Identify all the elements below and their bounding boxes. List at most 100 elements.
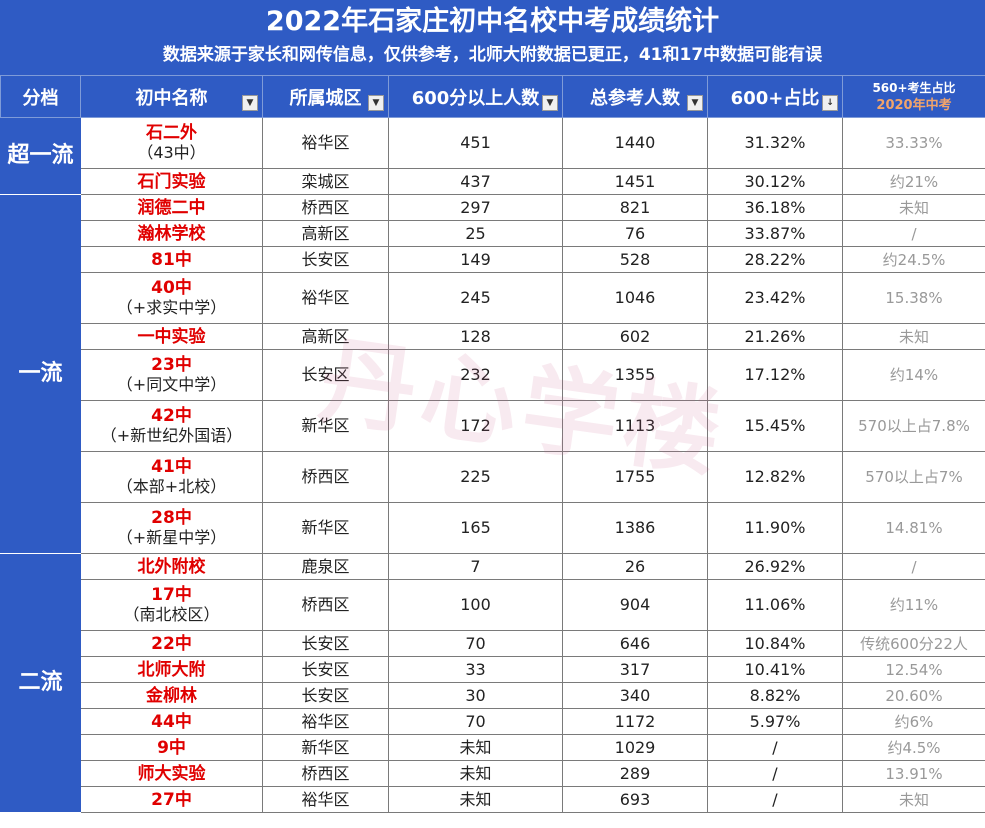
school-name-cell: 一中实验 xyxy=(80,323,263,350)
district-cell: 新华区 xyxy=(262,734,389,761)
table-row: 超一流 石二外 （43中） 裕华区 451 1440 31.32% 33.33% xyxy=(0,117,985,195)
prev-ratio-cell: 未知 xyxy=(842,323,985,350)
ratio-cell: 10.84% xyxy=(707,630,843,657)
ratio-cell: 23.42% xyxy=(707,272,843,324)
school-name: 23中 xyxy=(151,355,192,375)
filter-dropdown-icon[interactable]: ▼ xyxy=(368,95,384,111)
district-cell: 桥西区 xyxy=(262,451,389,503)
prev-ratio-cell: 12.54% xyxy=(842,656,985,683)
school-note: （+同文中学） xyxy=(116,375,227,394)
school-name-cell: 42中 （+新世纪外国语） xyxy=(80,400,263,452)
school-name-cell: 81中 xyxy=(80,246,263,273)
table-row: 41中 （本部+北校） 桥西区 225 1755 12.82% 570以上占7% xyxy=(1,451,985,503)
school-name: 81中 xyxy=(151,249,192,270)
over600-cell: 25 xyxy=(388,220,563,247)
prev-ratio-cell: 20.60% xyxy=(842,682,985,709)
prev-ratio-cell: 未知 xyxy=(842,786,985,813)
sort-desc-icon[interactable]: ↓ xyxy=(822,95,838,111)
school-name-cell: 北师大附 xyxy=(80,656,263,683)
over600-cell: 33 xyxy=(388,656,563,683)
filter-dropdown-icon[interactable]: ▼ xyxy=(242,95,258,111)
school-name-cell: 金柳林 xyxy=(80,682,263,709)
table-body: 超一流 石二外 （43中） 裕华区 451 1440 31.32% 33.33% 石门实验 栾城区… xyxy=(0,117,985,813)
school-name-cell: 润德二中 xyxy=(80,194,263,221)
col-header-prev: 560+考生占比 2020年中考 xyxy=(842,75,985,118)
total-cell: 693 xyxy=(562,786,708,813)
school-name: 27中 xyxy=(151,789,192,810)
over600-cell: 232 xyxy=(388,349,563,401)
school-name-cell: 40中 （+求实中学） xyxy=(80,272,263,324)
school-note: （+求实中学） xyxy=(116,298,227,317)
district-cell: 长安区 xyxy=(262,656,389,683)
district-cell: 裕华区 xyxy=(262,117,389,169)
col-header-total: 总参考人数 ▼ xyxy=(562,75,708,118)
ratio-cell: 33.87% xyxy=(707,220,843,247)
tier-label: 二流 xyxy=(0,553,81,813)
ratio-cell: 26.92% xyxy=(707,553,843,580)
school-name-cell: 师大实验 xyxy=(80,760,263,787)
school-name: 22中 xyxy=(151,633,192,654)
school-name-cell: 石二外 （43中） xyxy=(80,117,263,169)
table-row: 北师大附 长安区 33 317 10.41% 12.54% xyxy=(1,656,985,683)
ratio-cell: 30.12% xyxy=(707,168,843,195)
ratio-cell: / xyxy=(707,734,843,761)
school-name: 40中 xyxy=(151,278,192,298)
col-header-school: 初中名称 ▼ xyxy=(80,75,263,118)
over600-cell: 未知 xyxy=(388,760,563,787)
table-row: 81中 长安区 149 528 28.22% 约24.5% xyxy=(1,246,985,273)
over600-cell: 451 xyxy=(388,117,563,169)
col-header-district: 所属城区 ▼ xyxy=(262,75,389,118)
table-row: 27中 裕华区 未知 693/未知 xyxy=(1,786,985,813)
total-cell: 1046 xyxy=(562,272,708,324)
prev-ratio-cell: 13.91% xyxy=(842,760,985,787)
prev-ratio-cell: 33.33% xyxy=(842,117,985,169)
school-name-cell: 9中 xyxy=(80,734,263,761)
district-cell: 鹿泉区 xyxy=(262,553,389,580)
prev-ratio-cell: 传统600分22人 xyxy=(842,630,985,657)
district-cell: 长安区 xyxy=(262,682,389,709)
over600-cell: 未知 xyxy=(388,786,563,813)
scores-table: 分档 初中名称 ▼ 所属城区 ▼ 600分以上人数 ▼ 总参考人数 ▼ 600+占比 ↓ … xyxy=(0,75,985,813)
total-cell: 1451 xyxy=(562,168,708,195)
ratio-cell: 31.32% xyxy=(707,117,843,169)
table-row: 44中 裕华区 70 1172 5.97% 约6% xyxy=(1,708,985,735)
col-header-tier: 分档 xyxy=(0,75,81,118)
district-cell: 桥西区 xyxy=(262,579,389,631)
over600-cell: 437 xyxy=(388,168,563,195)
prev-ratio-cell: 15.38% xyxy=(842,272,985,324)
district-cell: 新华区 xyxy=(262,400,389,452)
total-cell: 1440 xyxy=(562,117,708,169)
table-row: 石门实验 栾城区 437 1451 30.12% 约21% xyxy=(1,168,985,195)
total-cell: 1755 xyxy=(562,451,708,503)
school-name-cell: 北外附校 xyxy=(80,553,263,580)
school-note: （南北校区） xyxy=(123,605,220,624)
school-name: 北外附校 xyxy=(137,556,206,577)
table-row: 师大实验 桥西区 未知 289/13.91% xyxy=(1,760,985,787)
over600-cell: 165 xyxy=(388,502,563,554)
page-title: 2022年石家庄初中名校中考成绩统计 xyxy=(265,6,720,37)
total-cell: 1386 xyxy=(562,502,708,554)
filter-dropdown-icon[interactable]: ▼ xyxy=(542,95,558,111)
total-cell: 317 xyxy=(562,656,708,683)
table-row: 22中 长安区 70 646 10.84% 传统600分22人 xyxy=(1,630,985,657)
school-name: 42中 xyxy=(151,406,192,426)
prev-ratio-cell: 约21% xyxy=(842,168,985,195)
prev-ratio-cell: 约11% xyxy=(842,579,985,631)
over600-cell: 7 xyxy=(388,553,563,580)
school-name: 润德二中 xyxy=(137,197,206,218)
ratio-cell: 21.26% xyxy=(707,323,843,350)
school-name-cell: 23中 （+同文中学） xyxy=(80,349,263,401)
total-cell: 1113 xyxy=(562,400,708,452)
total-cell: 904 xyxy=(562,579,708,631)
table-row: 40中 （+求实中学） 裕华区 245 1046 23.42% 15.38% xyxy=(1,272,985,324)
filter-dropdown-icon[interactable]: ▼ xyxy=(687,95,703,111)
over600-cell: 未知 xyxy=(388,734,563,761)
school-name: 石二外 xyxy=(146,123,197,143)
total-cell: 646 xyxy=(562,630,708,657)
ratio-cell: 15.45% xyxy=(707,400,843,452)
school-name: 石门实验 xyxy=(137,171,206,192)
district-cell: 新华区 xyxy=(262,502,389,554)
school-note: （43中） xyxy=(137,143,206,162)
ratio-cell: 12.82% xyxy=(707,451,843,503)
district-cell: 裕华区 xyxy=(262,272,389,324)
